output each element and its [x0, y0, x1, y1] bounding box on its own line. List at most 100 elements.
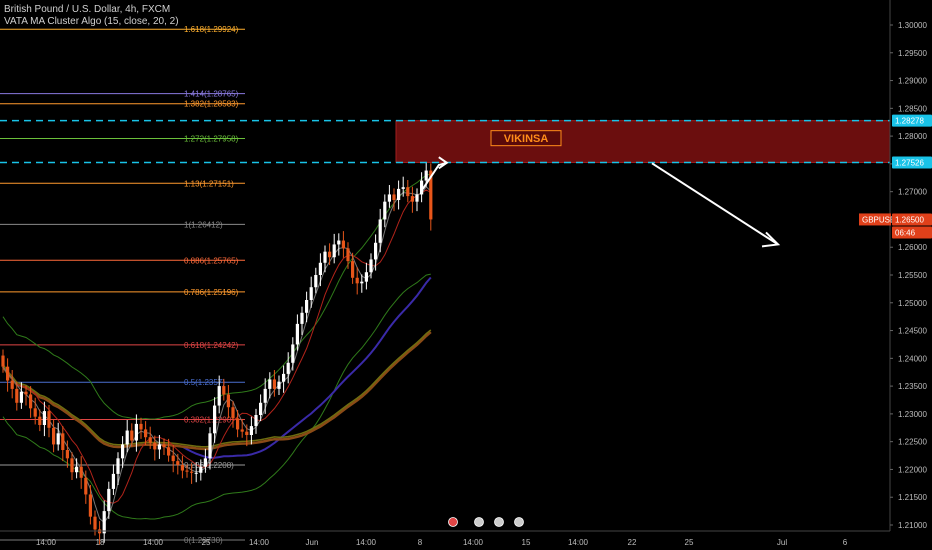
ma-slowest-brown	[1, 331, 432, 451]
candle-body	[213, 405, 217, 434]
candle-body	[309, 287, 313, 300]
candle-body	[75, 466, 79, 473]
candle-body	[341, 240, 345, 249]
fib-level-label: 0.618(1.24242)	[184, 341, 239, 350]
candle-body	[52, 427, 56, 445]
moving-averages	[1, 173, 432, 524]
candle-body	[254, 415, 258, 427]
candle-body	[415, 194, 419, 202]
small-arrow-head	[438, 156, 449, 170]
price-tick-label: 1.24500	[898, 327, 927, 336]
zone-label-box	[490, 130, 562, 147]
candle-body	[286, 362, 290, 374]
candle-body	[420, 180, 424, 195]
fibonacci-levels: 0(1.20730) 0.236(1.2208) 0.382(1.2290) 0.5(…	[0, 25, 245, 545]
candle-body	[323, 251, 327, 263]
indicator-label: VATA MA Cluster Algo (15, close, 20, 2)	[4, 16, 179, 27]
candle-body	[374, 242, 378, 260]
price-tags: 1.28278 1.27526 GBPUSD 1.26500 06:46	[859, 114, 932, 239]
fib-level-label: 1.13(1.27151)	[184, 179, 234, 188]
symbol-tag-bg	[859, 213, 891, 226]
candle-body	[6, 366, 10, 381]
candle-body	[47, 411, 51, 428]
candle-body	[171, 455, 175, 462]
fib-level-label: 0.236(1.2208)	[184, 461, 234, 470]
economic-event-icon	[494, 517, 504, 527]
candle-body	[148, 437, 152, 443]
time-tick-label: 14:00	[249, 538, 270, 547]
candle-body	[180, 465, 184, 471]
fib-level-label: 0.382(1.2290)	[184, 415, 234, 424]
fib-level-label: 0.786(1.25196)	[184, 288, 239, 297]
candle-body	[84, 477, 88, 495]
forecast-arrow-line	[651, 162, 779, 246]
time-tick-label: 14:00	[463, 538, 484, 547]
price-tick-label: 1.28500	[898, 104, 927, 113]
candle-body	[65, 450, 69, 459]
time-tick-label: 6	[843, 538, 848, 547]
fib-level-label: 1.272(1.27958)	[184, 134, 239, 143]
candle-body	[406, 187, 410, 197]
candle-body	[401, 187, 405, 189]
time-tick-label: 14:00	[356, 538, 377, 547]
time-tick-label: 8	[418, 538, 423, 547]
ma-olive	[2, 329, 432, 448]
candle-body	[176, 461, 180, 465]
candle-body	[79, 466, 83, 478]
ma-fastest-grey	[2, 186, 432, 524]
price-tick-label: 1.21500	[898, 493, 927, 502]
price-tick-label: 1.29000	[898, 77, 927, 86]
candle-body	[263, 388, 267, 403]
price-tick-label: 1.25500	[898, 271, 927, 280]
candle-body	[15, 388, 19, 403]
candle-body	[305, 300, 309, 313]
candle-body	[29, 394, 33, 409]
upper-band	[2, 173, 431, 420]
price-tick-label: 1.21000	[898, 521, 927, 530]
candle-body	[282, 373, 286, 382]
lower-level-tag-bg	[892, 156, 932, 169]
candle-body	[364, 272, 368, 282]
candle-body	[167, 447, 171, 456]
candle-body	[42, 411, 46, 425]
candle-body	[111, 473, 115, 489]
candle-body	[134, 423, 138, 441]
time-tick-label: 25	[202, 538, 211, 547]
economic-event-icon	[474, 517, 484, 527]
candle-body	[203, 458, 207, 467]
candle-body	[33, 408, 37, 417]
time-tick-label: 15	[522, 538, 531, 547]
candle-body	[130, 430, 134, 441]
candle-body	[351, 261, 355, 278]
candle-body	[272, 379, 276, 389]
candle-body	[139, 423, 143, 430]
fib-level-label: 0.5(1.2357)	[184, 378, 225, 387]
candle-body	[185, 470, 189, 472]
candle-body	[231, 407, 235, 419]
price-tick-label: 1.30000	[898, 21, 927, 30]
candle-body	[346, 248, 350, 262]
candle-body	[314, 275, 318, 288]
upper-level-tag-bg	[892, 114, 932, 127]
candle-body	[249, 426, 253, 435]
time-tick-label: 18	[96, 538, 105, 547]
candle-body	[424, 170, 428, 181]
candle-body	[190, 471, 194, 473]
countdown-tag-bg	[892, 226, 932, 239]
candle-body	[125, 430, 129, 445]
candle-body	[1, 355, 5, 367]
candle-body	[291, 344, 295, 363]
candle-body	[199, 466, 203, 473]
chart-title: British Pound / U.S. Dollar, 4h, FXCM	[4, 4, 171, 15]
candle-body	[217, 386, 221, 406]
time-tick-label: Jun	[306, 538, 319, 547]
candle-body	[162, 444, 166, 448]
lower-level-tag: 1.27526	[895, 158, 924, 167]
price-tick-label: 1.27000	[898, 188, 927, 197]
economic-event-icon	[514, 517, 524, 527]
candle-body	[194, 472, 198, 474]
candle-body	[56, 433, 60, 445]
resistance-zone-box	[395, 120, 891, 163]
candle-body	[157, 444, 161, 450]
